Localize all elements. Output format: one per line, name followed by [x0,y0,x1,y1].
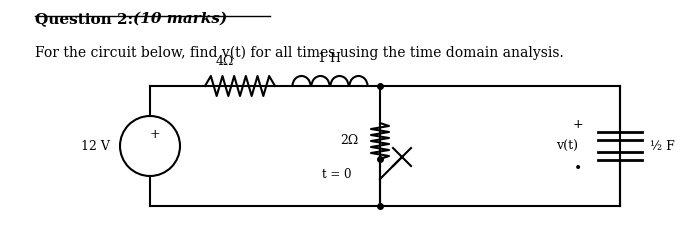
Text: t = 0: t = 0 [323,168,352,181]
Text: 1 H: 1 H [318,52,342,65]
Text: +: + [573,118,583,130]
Text: 4Ω: 4Ω [216,55,234,68]
Text: 2Ω: 2Ω [340,134,358,147]
Text: v(t): v(t) [556,140,578,153]
Text: •: • [574,161,582,175]
Text: 12 V: 12 V [80,140,109,153]
Text: Question 2:: Question 2: [35,12,133,26]
Text: +: + [150,127,160,141]
Text: For the circuit below, find v(t) for all times using the time domain analysis.: For the circuit below, find v(t) for all… [35,46,564,60]
Text: ½ F: ½ F [650,140,675,153]
Text: (10 marks): (10 marks) [133,12,228,26]
